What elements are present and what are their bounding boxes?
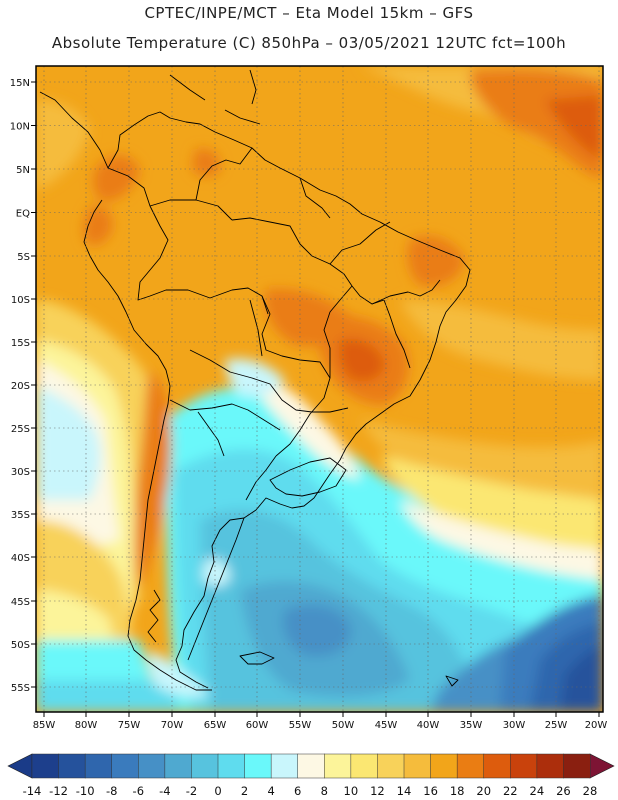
colorbar-cell [350, 753, 378, 779]
colorbar-label: 12 [370, 784, 385, 798]
map-frame [35, 65, 604, 713]
colorbar-cell [270, 753, 299, 779]
colorbar-label: -12 [49, 784, 68, 798]
colorbar-cell [483, 753, 511, 779]
colorbar-label: -6 [133, 784, 144, 798]
colorbar-label: -14 [23, 784, 42, 798]
colorbar-label: 26 [556, 784, 571, 798]
colorbar-label: 18 [450, 784, 465, 798]
colorbar-label: 28 [583, 784, 598, 798]
lon-label: 75W [118, 720, 141, 731]
colorbar-label: -2 [186, 784, 197, 798]
colorbar-cell [244, 753, 272, 779]
colorbar-label: 0 [214, 784, 221, 798]
lat-label: 55S [11, 683, 30, 694]
lon-label: 80W [75, 720, 98, 731]
colorbar-label: 10 [344, 784, 359, 798]
colorbar-label: 20 [476, 784, 491, 798]
colorbar-cell [403, 753, 432, 779]
chart-title: CPTEC/INPE/MCT – Eta Model 15km – GFS [144, 4, 474, 22]
colorbar-label: -8 [106, 784, 117, 798]
lon-label: 60W [246, 720, 269, 731]
lat-label: 30S [11, 467, 30, 478]
colorbar-under-arrow [7, 753, 33, 779]
colorbar-cell [297, 753, 325, 779]
lat-label: 35S [11, 510, 30, 521]
lat-label: 5N [16, 165, 30, 176]
colorbar-cell [138, 753, 166, 779]
colorbar-label: 14 [397, 784, 412, 798]
lon-label: 85W [33, 720, 56, 731]
colorbar-cell [324, 753, 352, 779]
colorbar-cell [536, 753, 564, 779]
colorbar-cell [377, 753, 405, 779]
colorbar-label: -10 [76, 784, 95, 798]
lon-label: 65W [204, 720, 227, 731]
lon-label: 20W [585, 720, 608, 731]
lon-label: 50W [332, 720, 355, 731]
lat-label: 50S [11, 640, 30, 651]
chart-subtitle: Absolute Temperature (C) 850hPa – 03/05/… [51, 34, 567, 52]
lat-label: 15S [11, 338, 30, 349]
colorbar-label: 8 [321, 784, 328, 798]
lon-label: 55W [289, 720, 312, 731]
lon-label: 45W [375, 720, 398, 731]
lat-label: 45S [11, 597, 30, 608]
colorbar-label: -4 [159, 784, 170, 798]
colorbar-cell [191, 753, 219, 779]
lon-label: 30W [503, 720, 526, 731]
lon-label: 40W [417, 720, 440, 731]
lon-label: 25W [545, 720, 568, 731]
colorbar: -14 -12 -10 -8 -6 -4 -2 0 2 4 6 8 10 12 14 16 18 20 22 24 26… [7, 753, 615, 798]
lat-label: 10S [11, 295, 30, 306]
colorbar-cell [164, 753, 192, 779]
temperature-field [36, 66, 603, 712]
lat-label: 10N [10, 122, 30, 133]
colorbar-cell [84, 753, 113, 779]
lat-label: 40S [11, 553, 30, 564]
colorbar-label: 4 [267, 784, 274, 798]
lat-label: 5S [17, 252, 30, 263]
lon-label: 70W [161, 720, 184, 731]
lat-label: 20S [11, 381, 30, 392]
colorbar-cell [456, 753, 485, 779]
colorbar-cell [510, 753, 538, 779]
colorbar-label: 16 [423, 784, 438, 798]
colorbar-label: 22 [503, 784, 518, 798]
colorbar-cell [111, 753, 139, 779]
lat-lon-grid [36, 66, 603, 712]
colorbar-label: 24 [530, 784, 545, 798]
lat-label: 25S [11, 424, 30, 435]
colorbar-over-arrow [589, 753, 615, 779]
colorbar-cell [563, 753, 591, 779]
colorbar-cell [217, 753, 246, 779]
colorbar-cell [58, 753, 86, 779]
colorbar-label: 2 [241, 784, 248, 798]
colorbar-label: 6 [294, 784, 301, 798]
colorbar-cell [31, 753, 60, 779]
lon-label: 35W [460, 720, 483, 731]
lat-label: EQ [16, 209, 30, 220]
colorbar-cell [430, 753, 458, 779]
lat-label: 15N [10, 78, 30, 89]
